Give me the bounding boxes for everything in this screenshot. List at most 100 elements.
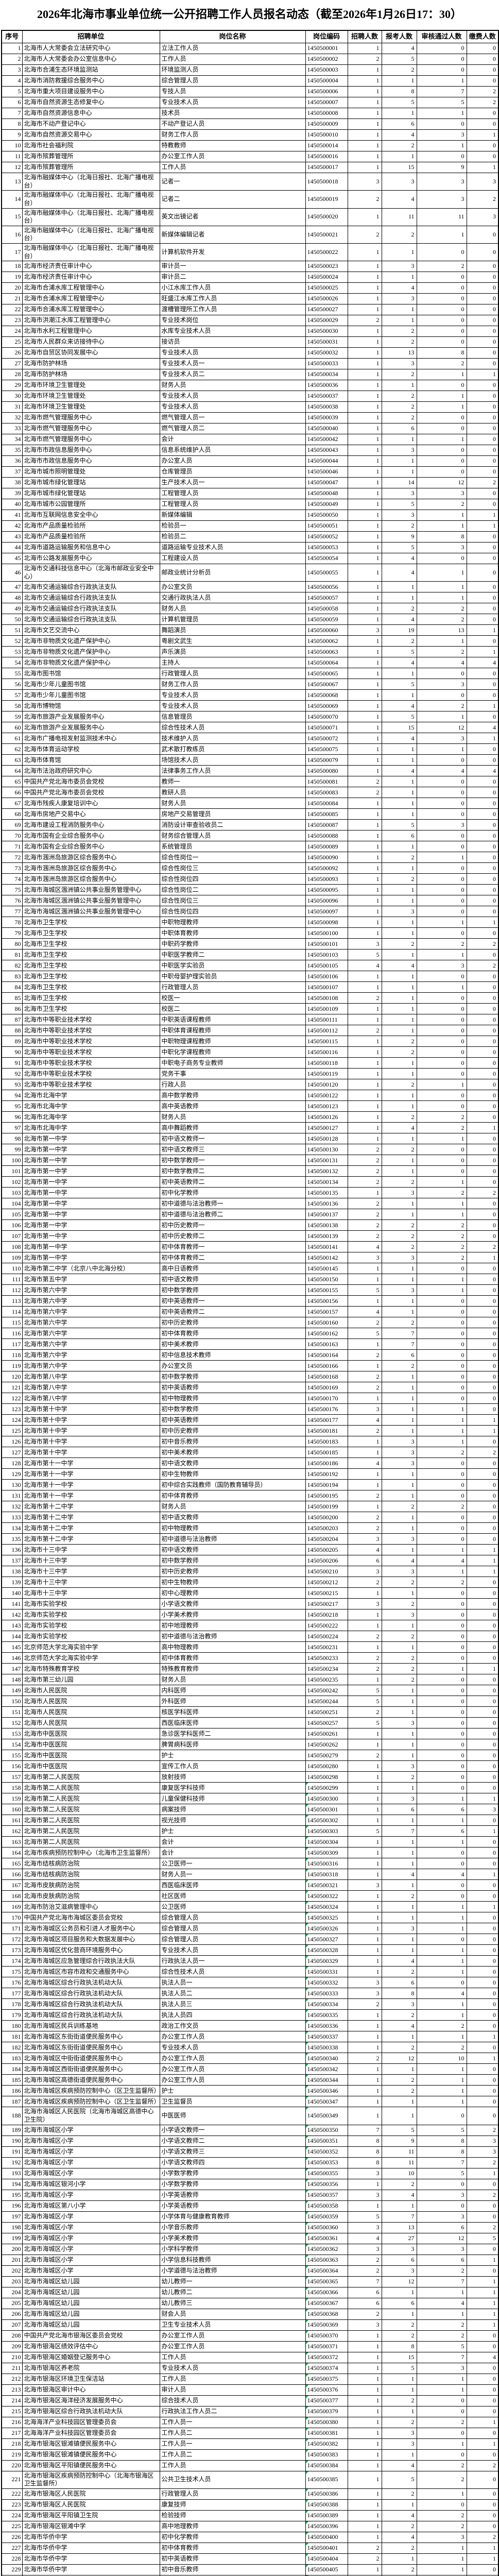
cell-seq: 225	[1, 2520, 23, 2532]
cell-applicant-count: 3	[381, 358, 417, 370]
cell-position: 初中道德与法治教师二	[159, 1209, 306, 1221]
cell-seq: 42	[1, 520, 23, 532]
table-row: 163 北海市第二人民医院 会计 1450500304 1 1 1 0	[1, 1836, 499, 1848]
cell-position: 财务人员	[159, 798, 306, 809]
cell-seq: 174	[1, 1955, 23, 1967]
table-row: 206 北海市海城区幼儿园 财会人员 1450500368 2 1 1 1	[1, 2308, 499, 2320]
cell-seq: 32	[1, 412, 23, 424]
cell-paid-count: 0	[466, 1739, 499, 1751]
cell-applicant-count: 1	[381, 1836, 417, 1848]
cell-paid-count: 0	[466, 140, 499, 152]
cell-approved-count: 3	[416, 190, 467, 209]
cell-approved-count: 2	[416, 2330, 467, 2342]
cell-seq: 14	[1, 190, 23, 209]
cell-recruit-count: 1	[347, 336, 382, 348]
table-row: 23 北海市洪潮江水库工程管理中心 专业技术岗位 1450500029 2 1 0 0	[1, 315, 499, 327]
cell-approved-count: 8	[416, 347, 467, 359]
cell-applicant-count: 8	[381, 1988, 417, 1999]
cell-approved-count: 6	[416, 2222, 467, 2233]
cell-applicant-count: 1	[381, 1090, 417, 1101]
cell-code: 1450500299	[305, 1782, 348, 1794]
cell-unit: 北海市海城区小学	[22, 2135, 160, 2147]
cell-applicant-count: 2	[381, 2042, 417, 2054]
header-unit: 招聘单位	[22, 30, 160, 44]
cell-paid-count: 1	[466, 2254, 499, 2266]
cell-seq: 210	[1, 2351, 23, 2363]
cell-approved-count: 1	[416, 2096, 467, 2108]
cell-recruit-count: 1	[347, 1587, 382, 1599]
cell-recruit-count: 2	[347, 1425, 382, 1437]
cell-unit: 北海市第十二中学	[22, 1501, 160, 1513]
table-row: 152 北海市人民医院 西医临床医师 1450500257 5 3 0 0	[1, 1717, 499, 1729]
cell-seq: 8	[1, 118, 23, 130]
cell-approved-count: 1	[416, 108, 467, 120]
cell-unit: 北海市海城区民兵训练基地	[22, 2020, 160, 2032]
cell-code: 1450500356	[305, 2178, 348, 2190]
cell-code: 1450500350	[305, 2124, 348, 2136]
cell-seq: 83	[1, 971, 23, 982]
cell-paid-count: 0	[466, 2096, 499, 2108]
cell-position: 舞蹈演员	[159, 624, 306, 636]
cell-position: 中职英语课程教师	[159, 1014, 306, 1026]
cell-position: 会计	[159, 1847, 306, 1859]
cell-code: 1450500363	[305, 2254, 348, 2266]
cell-unit: 北海市第一中学	[22, 1219, 160, 1231]
cell-applicant-count: 2	[381, 1674, 417, 1686]
cell-code: 1450500030	[305, 326, 348, 337]
cell-approved-count: 1	[416, 520, 467, 532]
cell-recruit-count: 1	[347, 2362, 382, 2374]
cell-seq: 214	[1, 2395, 23, 2406]
cell-unit: 北海市海城区小学	[22, 2254, 160, 2266]
cell-approved-count: 2	[416, 2470, 467, 2489]
cell-unit: 北海市殡葬管理所	[22, 151, 160, 163]
table-row: 170 中国共产党北海市海城区委员会党校 综合管理人员 1450500325 1 1 1 0	[1, 1912, 499, 1924]
cell-approved-count: 0	[416, 2427, 467, 2439]
cell-code: 1450500020	[305, 208, 348, 226]
cell-position: 小学语文教师三	[159, 2146, 306, 2158]
cell-recruit-count: 1	[347, 873, 382, 885]
cell-seq: 25	[1, 336, 23, 348]
cell-unit: 北海市海城区小学	[22, 2265, 160, 2277]
cell-approved-count: 0	[416, 776, 467, 788]
cell-code: 1450500224	[305, 1631, 348, 1642]
cell-approved-count: 0	[416, 1165, 467, 1177]
cell-recruit-count: 1	[347, 603, 382, 615]
cell-code: 1450500351	[305, 2135, 348, 2147]
table-row: 72 北海市涠洲岛旅游区综合服务中心 综合性岗位一 1450500090 1 2 1 0	[1, 852, 499, 863]
cell-position: 幼儿教师二	[159, 2286, 306, 2298]
cell-recruit-count: 1	[347, 423, 382, 435]
cell-code: 1450500344	[305, 2074, 348, 2086]
cell-paid-count: 2	[466, 2574, 499, 2576]
table-row: 77 北海市海城区涠洲镇公共事业服务管理中心 综合性岗位四 1450500097 1 3 0…	[1, 906, 499, 918]
cell-code: 1450500010	[305, 129, 348, 141]
cell-position: 综合管理人员	[159, 1923, 306, 1935]
cell-approved-count: 2	[416, 1111, 467, 1123]
cell-recruit-count: 1	[347, 1479, 382, 1491]
cell-code: 1450500170	[305, 1393, 348, 1404]
table-row: 157 北海市第二人民医院 放射技师 1450500298 1 2 0 0	[1, 1771, 499, 1783]
cell-approved-count: 1	[416, 852, 467, 863]
table-row: 195 北海市海城区小学 小学英语教师 1450500357 3 4 3 2	[1, 2189, 499, 2201]
cell-seq: 122	[1, 1393, 23, 1404]
cell-seq: 212	[1, 2373, 23, 2385]
cell-seq: 116	[1, 1328, 23, 1340]
cell-seq: 183	[1, 2053, 23, 2064]
cell-position: 中职母婴护理实验员	[159, 971, 306, 982]
cell-approved-count: 0	[416, 336, 467, 348]
cell-unit: 北海市第二人民医院	[22, 1825, 160, 1837]
cell-seq: 194	[1, 2178, 23, 2190]
cell-seq: 6	[1, 97, 23, 109]
cell-approved-count: 0	[416, 1631, 467, 1642]
cell-seq: 93	[1, 1079, 23, 1091]
cell-applicant-count: 1	[381, 808, 417, 820]
cell-position: 财务工作人员	[159, 679, 306, 690]
cell-unit: 北海市城市照明管理处	[22, 466, 160, 478]
cell-unit: 北海市华侨中学	[22, 2531, 160, 2543]
cell-paid-count: 1	[466, 2167, 499, 2179]
cell-unit: 北海市市政信息服务中心	[22, 445, 160, 456]
cell-position: 初中体育教师二	[159, 1252, 306, 1264]
cell-seq: 86	[1, 1003, 23, 1015]
cell-recruit-count: 1	[347, 1003, 382, 1015]
cell-seq: 186	[1, 2085, 23, 2097]
cell-seq: 132	[1, 1501, 23, 1513]
